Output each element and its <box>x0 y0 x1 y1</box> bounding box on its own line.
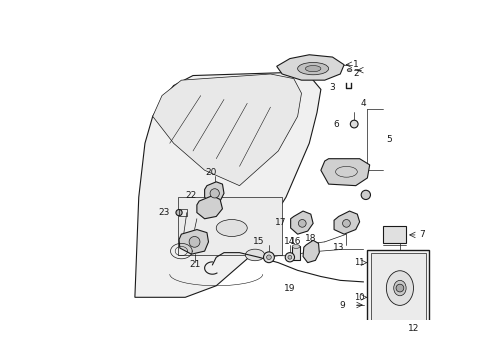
Ellipse shape <box>388 331 412 359</box>
Circle shape <box>373 333 385 343</box>
Ellipse shape <box>386 271 414 305</box>
Circle shape <box>288 255 292 259</box>
Text: 12: 12 <box>408 324 419 333</box>
Text: 19: 19 <box>284 284 295 293</box>
Circle shape <box>396 284 404 292</box>
Circle shape <box>176 210 182 216</box>
Bar <box>368 339 429 360</box>
Ellipse shape <box>216 220 247 237</box>
Text: 13: 13 <box>333 243 344 252</box>
Text: 7: 7 <box>419 230 425 239</box>
Bar <box>368 249 429 334</box>
Polygon shape <box>153 74 301 186</box>
Circle shape <box>397 343 402 347</box>
Circle shape <box>350 120 358 128</box>
Polygon shape <box>277 55 344 80</box>
Text: 14: 14 <box>284 237 295 246</box>
Polygon shape <box>197 195 222 219</box>
Text: 23: 23 <box>158 208 170 217</box>
Text: 16: 16 <box>290 237 302 246</box>
Circle shape <box>210 189 220 198</box>
Text: 21: 21 <box>189 260 200 269</box>
Ellipse shape <box>305 66 321 72</box>
Polygon shape <box>205 182 224 203</box>
Bar <box>383 226 406 243</box>
Polygon shape <box>135 72 321 297</box>
Text: 9: 9 <box>339 301 345 310</box>
Circle shape <box>189 237 200 247</box>
Text: 6: 6 <box>333 120 339 129</box>
Polygon shape <box>179 230 209 254</box>
Text: 15: 15 <box>253 237 265 246</box>
Text: 1: 1 <box>353 60 359 69</box>
Text: 2: 2 <box>353 69 359 78</box>
Ellipse shape <box>245 249 265 261</box>
Text: 11: 11 <box>354 258 364 267</box>
Circle shape <box>267 255 271 260</box>
Text: 3: 3 <box>329 82 335 91</box>
Circle shape <box>285 253 294 262</box>
Circle shape <box>298 220 306 227</box>
Ellipse shape <box>394 280 406 296</box>
Ellipse shape <box>297 62 329 75</box>
Polygon shape <box>321 159 369 186</box>
Polygon shape <box>291 211 313 234</box>
Ellipse shape <box>347 69 352 72</box>
Bar <box>177 197 282 255</box>
Text: 5: 5 <box>387 135 392 144</box>
Polygon shape <box>303 240 319 263</box>
Text: 10: 10 <box>354 293 364 302</box>
Bar <box>371 253 425 330</box>
Circle shape <box>394 339 406 351</box>
Circle shape <box>343 220 350 227</box>
Text: 4: 4 <box>361 99 367 108</box>
Text: 17: 17 <box>274 218 286 227</box>
Bar <box>292 247 300 260</box>
Polygon shape <box>334 211 360 234</box>
Bar <box>371 343 425 360</box>
Text: 18: 18 <box>305 234 317 243</box>
Text: 22: 22 <box>186 191 197 200</box>
Text: 20: 20 <box>205 168 217 177</box>
Circle shape <box>361 190 370 199</box>
Ellipse shape <box>292 244 300 248</box>
Circle shape <box>264 252 274 263</box>
Text: 8: 8 <box>414 284 419 293</box>
